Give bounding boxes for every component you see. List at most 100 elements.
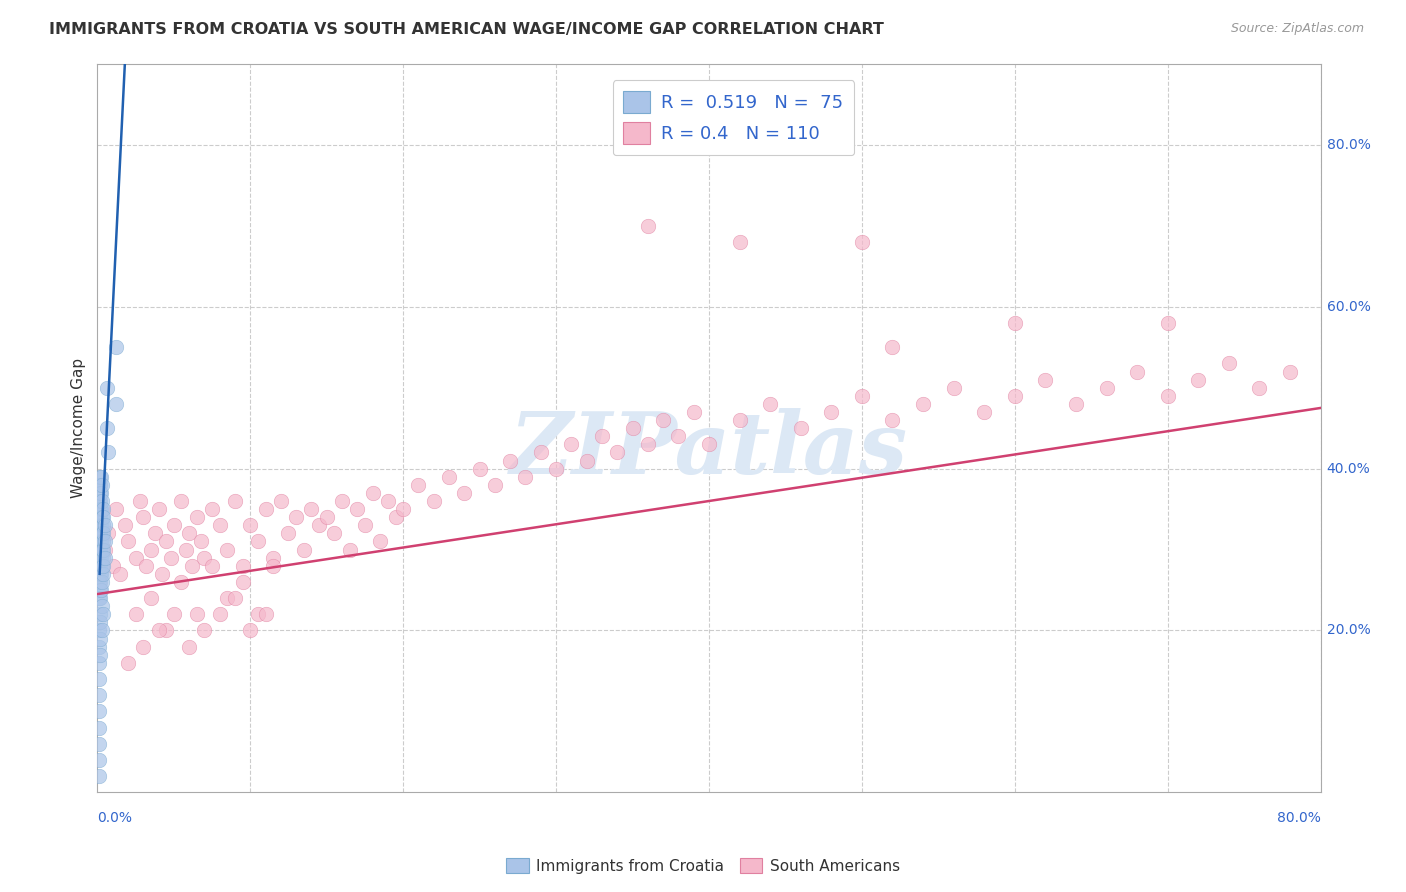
Point xyxy=(1249,381,1271,395)
Point xyxy=(232,574,254,589)
Point xyxy=(91,599,114,614)
Point xyxy=(89,494,111,508)
Point xyxy=(666,429,689,443)
Point xyxy=(91,510,114,524)
Point xyxy=(87,591,110,606)
Point xyxy=(129,494,152,508)
Point xyxy=(163,518,186,533)
Legend: Immigrants from Croatia, South Americans: Immigrants from Croatia, South Americans xyxy=(499,852,907,880)
Text: IMMIGRANTS FROM CROATIA VS SOUTH AMERICAN WAGE/INCOME GAP CORRELATION CHART: IMMIGRANTS FROM CROATIA VS SOUTH AMERICA… xyxy=(49,22,884,37)
Point xyxy=(652,413,675,427)
Point xyxy=(93,542,115,557)
Point xyxy=(697,437,720,451)
Point xyxy=(408,478,430,492)
Point xyxy=(117,656,139,670)
Point xyxy=(89,518,111,533)
Point xyxy=(1064,397,1087,411)
Point xyxy=(90,469,112,483)
Point xyxy=(308,518,330,533)
Point xyxy=(323,526,346,541)
Point xyxy=(377,494,399,508)
Point xyxy=(177,640,200,654)
Point xyxy=(851,389,873,403)
Point xyxy=(484,478,506,492)
Point xyxy=(246,534,269,549)
Point xyxy=(392,502,415,516)
Point xyxy=(224,591,246,606)
Point xyxy=(91,550,114,565)
Point xyxy=(114,518,136,533)
Point xyxy=(186,510,208,524)
Point xyxy=(90,582,112,597)
Point xyxy=(354,518,377,533)
Point xyxy=(97,526,120,541)
Point xyxy=(97,445,120,459)
Point xyxy=(90,486,112,500)
Point xyxy=(1004,316,1026,330)
Point xyxy=(789,421,811,435)
Point xyxy=(87,769,110,783)
Point xyxy=(87,494,110,508)
Point xyxy=(1187,373,1209,387)
Point xyxy=(254,502,277,516)
Point xyxy=(882,340,904,354)
Point xyxy=(193,550,215,565)
Text: ZIPatlas: ZIPatlas xyxy=(510,409,908,491)
Point xyxy=(1279,365,1302,379)
Point xyxy=(90,534,112,549)
Point xyxy=(606,445,628,459)
Point xyxy=(973,405,995,419)
Point xyxy=(232,558,254,573)
Point xyxy=(346,502,368,516)
Point xyxy=(150,566,173,581)
Point xyxy=(330,494,353,508)
Point xyxy=(139,542,162,557)
Point xyxy=(728,413,751,427)
Point xyxy=(89,648,111,662)
Point xyxy=(851,235,873,249)
Point xyxy=(91,502,114,516)
Point xyxy=(87,721,110,735)
Point xyxy=(91,574,114,589)
Point xyxy=(155,534,177,549)
Y-axis label: Wage/Income Gap: Wage/Income Gap xyxy=(72,358,86,499)
Point xyxy=(89,502,111,516)
Point xyxy=(117,534,139,549)
Point xyxy=(254,607,277,622)
Point xyxy=(87,705,110,719)
Point xyxy=(87,737,110,751)
Point xyxy=(91,526,114,541)
Point xyxy=(1156,316,1178,330)
Point xyxy=(89,469,111,483)
Point xyxy=(87,688,110,702)
Point xyxy=(217,591,239,606)
Point xyxy=(87,542,110,557)
Point xyxy=(159,550,181,565)
Point xyxy=(89,534,111,549)
Point xyxy=(139,591,162,606)
Point xyxy=(1095,381,1118,395)
Point xyxy=(560,437,582,451)
Point xyxy=(96,381,118,395)
Point xyxy=(104,397,127,411)
Point xyxy=(277,526,299,541)
Point xyxy=(89,607,111,622)
Point xyxy=(132,510,155,524)
Point xyxy=(315,510,337,524)
Point xyxy=(87,510,110,524)
Point xyxy=(468,461,491,475)
Point xyxy=(208,518,231,533)
Point xyxy=(89,566,111,581)
Point xyxy=(124,550,146,565)
Point xyxy=(174,542,197,557)
Point xyxy=(637,219,659,233)
Point xyxy=(181,558,204,573)
Point xyxy=(135,558,157,573)
Point xyxy=(91,566,114,581)
Point xyxy=(155,624,177,638)
Text: 80.0%: 80.0% xyxy=(1277,811,1320,824)
Text: 0.0%: 0.0% xyxy=(97,811,132,824)
Point xyxy=(193,624,215,638)
Point xyxy=(93,510,115,524)
Point xyxy=(591,429,613,443)
